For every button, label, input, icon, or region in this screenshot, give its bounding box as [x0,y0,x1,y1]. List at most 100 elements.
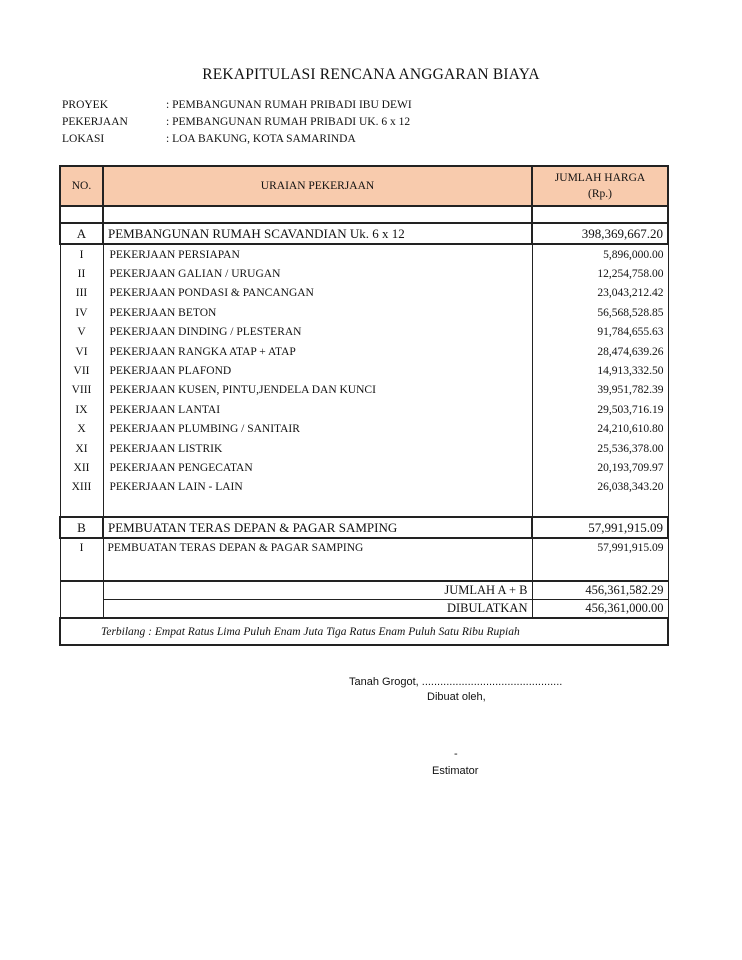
item-desc: PEKERJAAN GALIAN / URUGAN [102,264,533,284]
blank-cell [59,497,104,519]
item-no: II [59,264,104,284]
item-amount: 26,038,343.20 [531,477,669,498]
table-row: III PEKERJAAN PONDASI & PANCANGAN 23,043,2… [59,283,669,304]
item-amount: 56,568,528.85 [531,303,669,323]
section-a-row: A PEMBANGUNAN RUMAH SCAVANDIAN Uk. 6 x 1… [59,222,669,245]
total-amount: 456,361,582.29 [531,580,669,601]
rounded-amount: 456,361,000.00 [531,599,669,619]
header-desc: URAIAN PEKERJAAN [102,165,533,207]
amount-in-words-row: Terbilang : Empat Ratus Lima Puluh Enam … [59,617,669,647]
item-amount: 91,784,655.63 [531,322,669,342]
item-amount: 57,991,915.09 [531,538,669,583]
item-desc: PEKERJAAN LISTRIK [102,438,533,459]
budget-table: NO. URAIAN PEKERJAAN JUMLAH HARGA (Rp.) A… [59,165,669,647]
meta-label: PEKERJAAN [62,116,128,128]
item-amount: 24,210,610.80 [531,419,669,439]
section-amount: 398,369,667.20 [531,222,669,245]
item-desc: PEKERJAAN DINDING / PLESTERAN [102,322,533,342]
meta-value: : PEMBANGUNAN RUMAH PRIBADI IBU DEWI [166,99,412,111]
item-desc: PEKERJAAN LANTAI [102,400,533,420]
total-label: JUMLAH A + B [102,580,533,601]
total-row: JUMLAH A + B 456,361,582.29 [59,580,669,620]
item-amount: 14,913,332.50 [531,361,669,381]
item-desc: PEKERJAAN KUSEN, PINTU,JENDELA DAN KUNCI [102,380,533,401]
item-no: I [59,538,104,583]
blank-cell [102,206,533,224]
item-desc: PEKERJAAN PERSIAPAN [102,244,533,265]
item-b-row: I PEMBUATAN TERAS DEPAN & PAGAR SAMPING … [59,538,669,583]
section-no: B [59,516,104,540]
item-no: I [59,244,104,265]
section-no: A [59,222,104,245]
header-no: NO. [59,165,104,207]
spacer-row [59,497,669,519]
section-desc: PEMBANGUNAN RUMAH SCAVANDIAN Uk. 6 x 12 [102,222,533,245]
item-no: XIII [59,477,104,498]
item-amount: 29,503,716.19 [531,400,669,420]
blank-cell [59,580,104,620]
place-date: Tanah Grogot, ..........................… [349,676,563,688]
blank-cell [531,206,669,224]
table-row: X PEKERJAAN PLUMBING / SANITAIR 24,210,610… [59,419,669,439]
blank-row [59,206,669,224]
item-amount: 5,896,000.00 [531,244,669,265]
table-row: VIII PEKERJAAN KUSEN, PINTU,JENDELA DAN K… [59,380,669,401]
signer-role: Estimator [432,765,479,777]
meta-value: : PEMBANGUNAN RUMAH PRIBADI UK. 6 x 12 [166,116,411,128]
rounded-label: DIBULATKAN [102,599,533,619]
section-b-row: B PEMBUATAN TERAS DEPAN & PAGAR SAMPING … [59,516,669,540]
item-amount: 20,193,709.97 [531,458,669,478]
item-amount: 12,254,758.00 [531,264,669,284]
document-title: REKAPITULASI RENCANA ANGGARAN BIAYA [202,66,540,83]
item-desc: PEKERJAAN PLUMBING / SANITAIR [102,419,533,439]
item-no: XI [59,438,104,459]
item-desc: PEKERJAAN PLAFOND [102,361,533,381]
item-no: IV [59,303,104,323]
item-desc: PEMBUATAN TERAS DEPAN & PAGAR SAMPING [102,538,533,583]
item-desc: PEKERJAAN LAIN - LAIN [102,477,533,498]
header-amount-line1: JUMLAH HARGA [554,172,646,184]
item-amount: 23,043,212.42 [531,283,669,304]
table-row: V PEKERJAAN DINDING / PLESTERAN 91,784,655… [59,322,669,342]
item-desc: PEKERJAAN BETON [102,303,533,323]
item-amount: 25,536,378.00 [531,438,669,459]
table-row: XII PEKERJAAN PENGECATAN 20,193,709.97 [59,458,669,478]
blank-cell [531,497,669,519]
item-no: VIII [59,380,104,401]
table-row: XIII PEKERJAAN LAIN - LAIN 26,038,343.20 [59,477,669,498]
header-amount-line2: (Rp.) [588,188,612,200]
meta-label: LOKASI [62,133,105,145]
rounded-row: DIBULATKAN 456,361,000.00 [60,599,669,619]
signer-name: - [454,748,458,760]
section-desc: PEMBUATAN TERAS DEPAN & PAGAR SAMPING [102,516,533,540]
item-amount: 39,951,782.39 [531,380,669,401]
meta-value: : LOA BAKUNG, KOTA SAMARINDA [166,133,356,145]
item-desc: PEKERJAAN PONDASI & PANCANGAN [102,283,533,304]
table-row: II PEKERJAAN GALIAN / URUGAN 12,254,758.00 [59,264,669,284]
meta-label: PROYEK [62,99,109,111]
item-amount: 28,474,639.26 [531,341,669,362]
amount-in-words: Terbilang : Empat Ratus Lima Puluh Enam … [59,617,669,647]
header-amount: JUMLAH HARGA (Rp.) [531,165,669,207]
table-header: NO. URAIAN PEKERJAAN JUMLAH HARGA (Rp.) [59,165,669,207]
table-row: VI PEKERJAAN RANGKA ATAP + ATAP 28,474,639… [59,341,669,362]
item-no: VI [59,341,104,362]
item-no: V [59,322,104,342]
table-row: XI PEKERJAAN LISTRIK 25,536,378.00 [59,438,669,459]
section-a-items: I PEKERJAAN PERSIAPAN 5,896,000.00 II PEKERJ… [59,244,669,498]
table-row: IV PEKERJAAN BETON 56,568,528.85 [59,303,669,323]
item-no: IX [59,400,104,420]
blank-cell [59,206,104,224]
table-row: I PEKERJAAN PERSIAPAN 5,896,000.00 [59,244,669,265]
table-row: VII PEKERJAAN PLAFOND 14,913,332.50 [59,361,669,381]
item-desc: PEKERJAAN PENGECATAN [102,458,533,478]
blank-cell [102,497,533,519]
made-by: Dibuat oleh, [427,691,486,703]
item-no: VII [59,361,104,381]
item-desc: PEKERJAAN RANGKA ATAP + ATAP [102,341,533,362]
item-no: XII [59,458,104,478]
item-no: X [59,419,104,439]
table-row: IX PEKERJAAN LANTAI 29,503,716.19 [59,400,669,420]
item-no: III [59,283,104,304]
section-amount: 57,991,915.09 [531,516,669,540]
